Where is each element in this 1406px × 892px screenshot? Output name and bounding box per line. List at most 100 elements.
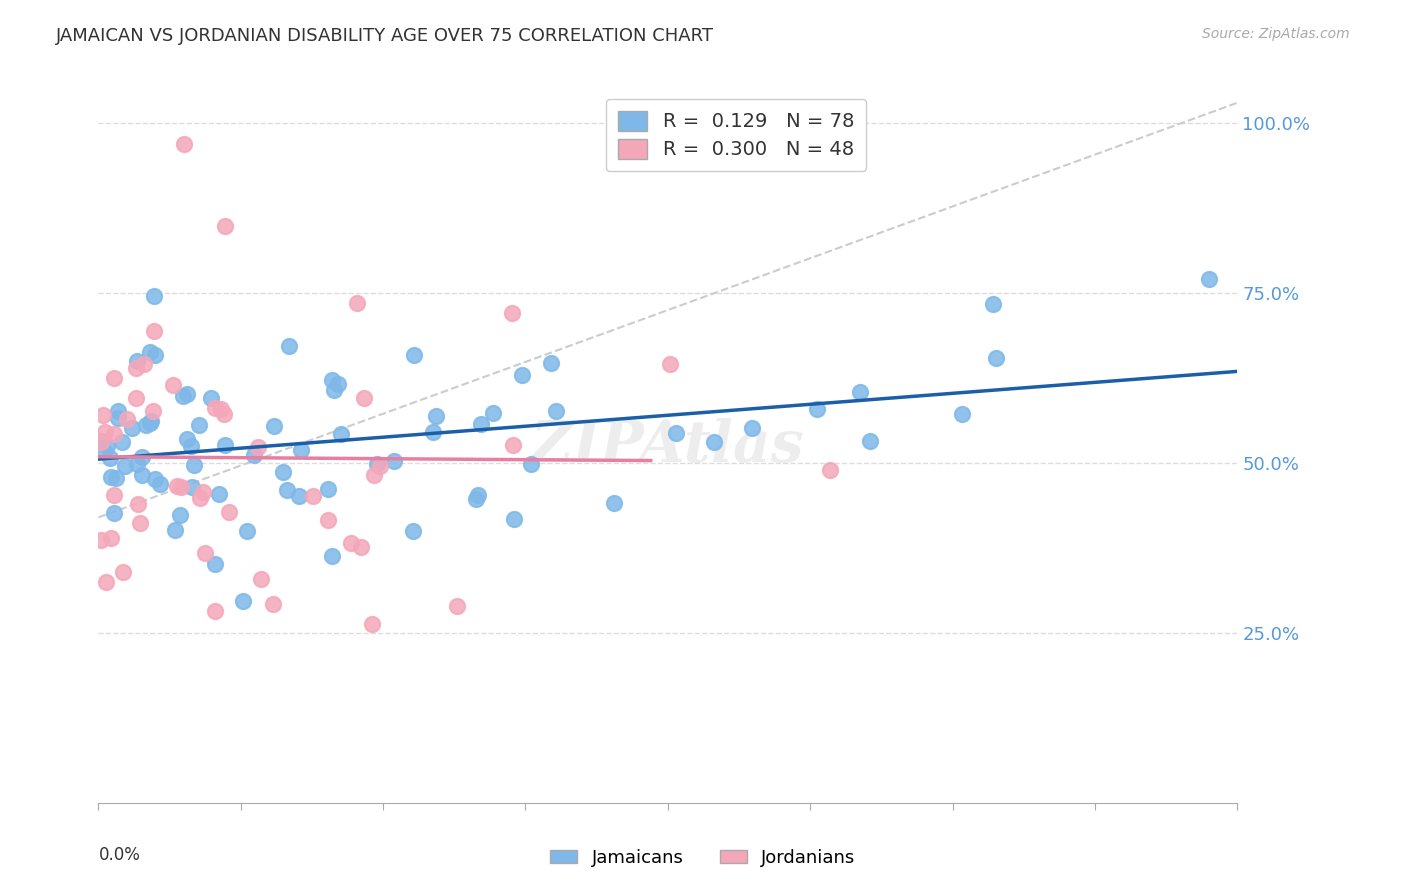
Point bbox=[180, 479, 202, 493]
Point bbox=[114, 458, 136, 473]
Point bbox=[318, 513, 340, 527]
Point bbox=[232, 594, 254, 608]
Point bbox=[273, 466, 295, 480]
Point bbox=[90, 434, 112, 448]
Text: 0.0%: 0.0% bbox=[98, 846, 141, 863]
Point bbox=[100, 531, 122, 545]
Point bbox=[214, 438, 236, 452]
Point bbox=[135, 418, 157, 433]
Point bbox=[131, 467, 153, 482]
Point bbox=[288, 489, 311, 503]
Point bbox=[658, 357, 681, 371]
Point bbox=[603, 496, 626, 510]
Point bbox=[169, 508, 191, 523]
Point bbox=[93, 409, 115, 423]
Point bbox=[350, 540, 373, 554]
Point bbox=[340, 536, 363, 550]
Point bbox=[125, 360, 148, 375]
Text: JAMAICAN VS JORDANIAN DISABILITY AGE OVER 75 CORRELATION CHART: JAMAICAN VS JORDANIAN DISABILITY AGE OVE… bbox=[56, 27, 714, 45]
Point bbox=[125, 457, 148, 471]
Point bbox=[94, 425, 117, 440]
Point bbox=[502, 512, 524, 526]
Point bbox=[370, 459, 392, 474]
Point bbox=[501, 306, 523, 320]
Point bbox=[143, 472, 166, 486]
Point bbox=[111, 435, 134, 450]
Point bbox=[363, 468, 385, 483]
Point bbox=[149, 477, 172, 491]
Point bbox=[93, 444, 115, 458]
Point bbox=[107, 410, 129, 425]
Point bbox=[702, 434, 724, 449]
Point bbox=[986, 351, 1008, 365]
Point bbox=[145, 348, 167, 362]
Point bbox=[131, 450, 153, 464]
Point bbox=[173, 136, 195, 151]
Point bbox=[100, 470, 122, 484]
Point bbox=[214, 219, 236, 233]
Point bbox=[98, 451, 121, 466]
Point bbox=[425, 409, 447, 424]
Point bbox=[103, 370, 125, 384]
Point bbox=[262, 597, 284, 611]
Point bbox=[849, 384, 872, 399]
Point bbox=[249, 573, 271, 587]
Point bbox=[465, 492, 488, 507]
Point bbox=[111, 565, 134, 579]
Point bbox=[664, 426, 686, 441]
Point bbox=[263, 418, 285, 433]
Point bbox=[353, 391, 375, 405]
Point bbox=[467, 488, 489, 502]
Point bbox=[204, 401, 226, 415]
Point bbox=[302, 489, 325, 503]
Point bbox=[103, 488, 125, 502]
Point bbox=[176, 432, 198, 446]
Point bbox=[859, 434, 882, 449]
Point bbox=[402, 348, 425, 362]
Point bbox=[165, 524, 187, 538]
Point bbox=[104, 471, 127, 485]
Point bbox=[143, 289, 166, 303]
Point bbox=[200, 391, 222, 405]
Point bbox=[366, 457, 388, 471]
Point bbox=[142, 324, 165, 338]
Point bbox=[290, 443, 312, 458]
Point bbox=[208, 487, 231, 501]
Point bbox=[446, 599, 468, 614]
Point bbox=[194, 546, 217, 560]
Point bbox=[188, 418, 211, 433]
Point bbox=[502, 438, 524, 452]
Point bbox=[540, 356, 562, 370]
Point bbox=[188, 491, 211, 506]
Point bbox=[278, 339, 301, 353]
Point bbox=[103, 507, 125, 521]
Point bbox=[180, 439, 202, 453]
Point bbox=[983, 297, 1005, 311]
Point bbox=[218, 505, 240, 519]
Point bbox=[321, 549, 343, 563]
Point bbox=[741, 421, 763, 435]
Point bbox=[481, 406, 503, 420]
Text: ZIPAtlas: ZIPAtlas bbox=[531, 417, 804, 475]
Point bbox=[115, 411, 138, 425]
Point bbox=[94, 575, 117, 590]
Point bbox=[204, 557, 226, 571]
Point bbox=[402, 524, 425, 538]
Point bbox=[176, 387, 198, 401]
Point bbox=[321, 373, 343, 387]
Point bbox=[470, 417, 492, 432]
Point bbox=[139, 417, 162, 431]
Point bbox=[243, 448, 266, 462]
Point bbox=[193, 485, 215, 500]
Point bbox=[422, 425, 444, 440]
Point bbox=[129, 516, 152, 530]
Point bbox=[166, 479, 188, 493]
Point bbox=[360, 617, 382, 632]
Point bbox=[142, 403, 165, 417]
Point bbox=[127, 353, 149, 368]
Point bbox=[209, 402, 232, 417]
Point bbox=[818, 463, 841, 477]
Point bbox=[121, 421, 143, 435]
Point bbox=[132, 357, 155, 371]
Point bbox=[204, 604, 226, 618]
